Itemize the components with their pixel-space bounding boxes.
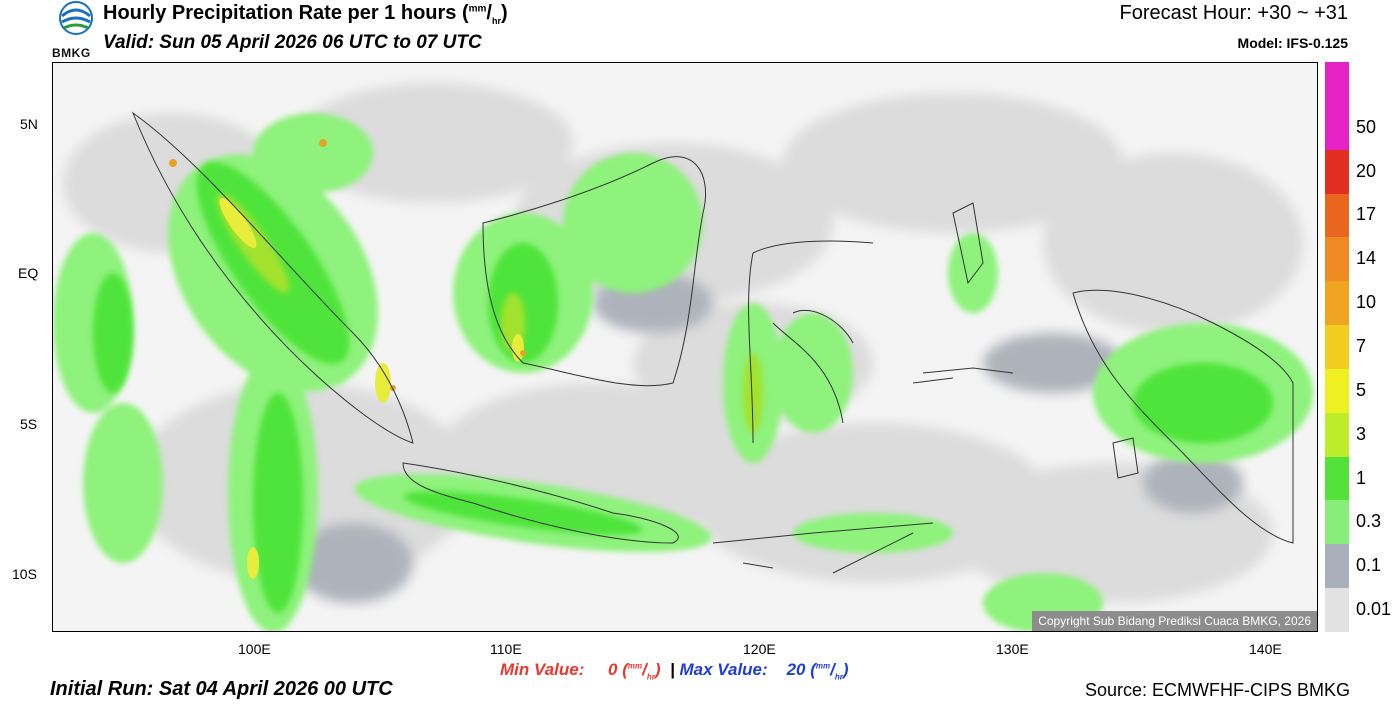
- legend-label: 0.1: [1356, 555, 1381, 576]
- legend-swatch: [1325, 62, 1349, 106]
- legend-swatch: [1325, 457, 1349, 501]
- legend-label: 10: [1356, 292, 1376, 313]
- map-canvas: [53, 63, 1318, 632]
- valid-time: Valid: Sun 05 April 2026 06 UTC to 07 UT…: [103, 32, 482, 54]
- legend-swatch: [1325, 413, 1349, 457]
- logo-text: BMKG: [52, 46, 91, 60]
- copyright-note: Copyright Sub Bidang Prediksi Cuaca BMKG…: [1032, 611, 1317, 631]
- legend-label: 5: [1356, 380, 1366, 401]
- model-name: Model: IFS-0.125: [1238, 35, 1348, 51]
- legend-label: 14: [1356, 248, 1376, 269]
- lat-label-5s: 5S: [20, 416, 37, 432]
- lat-label-10s: 10S: [12, 566, 37, 582]
- legend-swatch: [1325, 194, 1349, 238]
- min-label: Min Value:: [500, 660, 584, 679]
- lon-label-120e: 120E: [743, 641, 776, 657]
- precipitation-map[interactable]: [52, 62, 1318, 632]
- legend-label: 1: [1356, 468, 1366, 489]
- legend-label: 7: [1356, 336, 1366, 357]
- legend-label: 17: [1356, 204, 1376, 225]
- legend-swatch: [1325, 369, 1349, 413]
- legend-swatch: [1325, 106, 1349, 150]
- legend-label: 50: [1356, 117, 1376, 138]
- chart-title: Hourly Precipitation Rate per 1 hours (m…: [103, 2, 508, 26]
- min-value: 0: [608, 660, 617, 679]
- legend-label: 0.3: [1356, 511, 1381, 532]
- max-value: 20: [787, 660, 806, 679]
- legend-label: 3: [1356, 424, 1366, 445]
- max-label: Max Value:: [679, 660, 767, 679]
- legend-swatch: [1325, 237, 1349, 281]
- initial-run: Initial Run: Sat 04 April 2026 00 UTC: [50, 678, 393, 701]
- legend-swatch: [1325, 500, 1349, 544]
- data-source: Source: ECMWFHF-CIPS BMKG: [1085, 680, 1350, 701]
- separator: |: [670, 660, 675, 679]
- legend-swatch: [1325, 281, 1349, 325]
- min-max-values: Min Value: 0 (mm/hr) | Max Value: 20 (mm…: [500, 660, 849, 681]
- forecast-hour: Forecast Hour: +30 ~ +31: [1120, 2, 1348, 25]
- legend-swatch: [1325, 150, 1349, 194]
- legend-label: 0.01: [1356, 599, 1391, 620]
- legend-label: 20: [1356, 161, 1376, 182]
- legend-swatch: [1325, 325, 1349, 369]
- lon-label-110e: 110E: [490, 641, 522, 657]
- color-legend: [1325, 62, 1349, 632]
- legend-swatch: [1325, 544, 1349, 588]
- lon-label-100e: 100E: [238, 641, 271, 657]
- lat-label-eq: EQ: [18, 265, 38, 281]
- lon-label-130e: 130E: [996, 641, 1029, 657]
- lat-label-5n: 5N: [20, 116, 38, 132]
- legend-swatch: [1325, 588, 1349, 632]
- lon-label-140e: 140E: [1249, 641, 1282, 657]
